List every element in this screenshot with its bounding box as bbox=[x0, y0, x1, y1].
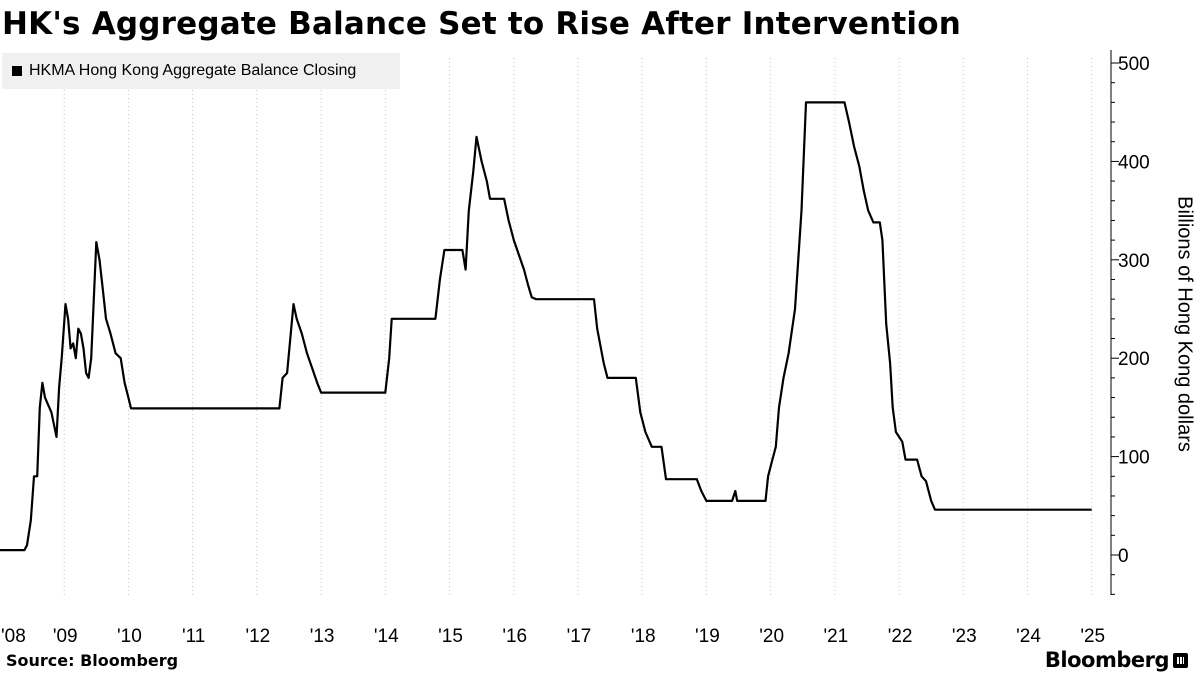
x-tick-label: '22 bbox=[888, 626, 913, 647]
y-tick-label: 300 bbox=[1118, 251, 1150, 272]
x-tick-label: '18 bbox=[631, 626, 656, 647]
x-tick-label: '17 bbox=[567, 626, 592, 647]
x-tick-label: '13 bbox=[310, 626, 335, 647]
x-tick-label: '25 bbox=[1080, 626, 1105, 647]
x-tick-label: '08 bbox=[1, 626, 26, 647]
bloomberg-mark-icon bbox=[1173, 652, 1188, 668]
x-tick-label: '24 bbox=[1016, 626, 1041, 647]
source-note: Source: Bloomberg bbox=[6, 651, 179, 670]
legend: HKMA Hong Kong Aggregate Balance Closing bbox=[2, 53, 400, 89]
x-tick-label: '09 bbox=[53, 626, 78, 647]
x-tick-label: '15 bbox=[438, 626, 463, 647]
x-tick-label: '10 bbox=[117, 626, 142, 647]
x-tick-label: '16 bbox=[502, 626, 527, 647]
chart-title: HK's Aggregate Balance Set to Rise After… bbox=[2, 6, 961, 42]
series-line-aggregate-balance bbox=[0, 101, 1092, 552]
x-tick-label: '21 bbox=[823, 626, 848, 647]
y-axis: 0 100 200 300 400 500 bbox=[1110, 50, 1150, 595]
y-tick-label: 0 bbox=[1118, 546, 1129, 567]
y-tick-label: 100 bbox=[1118, 448, 1150, 469]
x-tick-label: '14 bbox=[374, 626, 399, 647]
x-tick-labels: '08 '09 '10 '11 '12 '13 '14 '15 '16 '17 '18 '19 '20 '… bbox=[1, 626, 1105, 647]
y-tick-label: 500 bbox=[1118, 54, 1150, 75]
legend-label: HKMA Hong Kong Aggregate Balance Closing bbox=[29, 62, 357, 79]
legend-swatch bbox=[12, 66, 22, 76]
x-tick-label: '19 bbox=[695, 626, 720, 647]
x-tick-label: '20 bbox=[759, 626, 784, 647]
y-tick-label: 400 bbox=[1118, 152, 1150, 173]
x-tick-label: '12 bbox=[245, 626, 270, 647]
x-tick-label: '23 bbox=[952, 626, 977, 647]
brand-name: Bloomberg bbox=[1044, 648, 1170, 672]
y-axis-label: Billions of Hong Kong dollars bbox=[1173, 196, 1196, 452]
x-tick-label: '11 bbox=[182, 626, 205, 647]
x-grid bbox=[63, 58, 1093, 595]
bloomberg-logo: Bloomberg bbox=[1045, 648, 1188, 672]
y-tick-label: 200 bbox=[1118, 349, 1150, 370]
